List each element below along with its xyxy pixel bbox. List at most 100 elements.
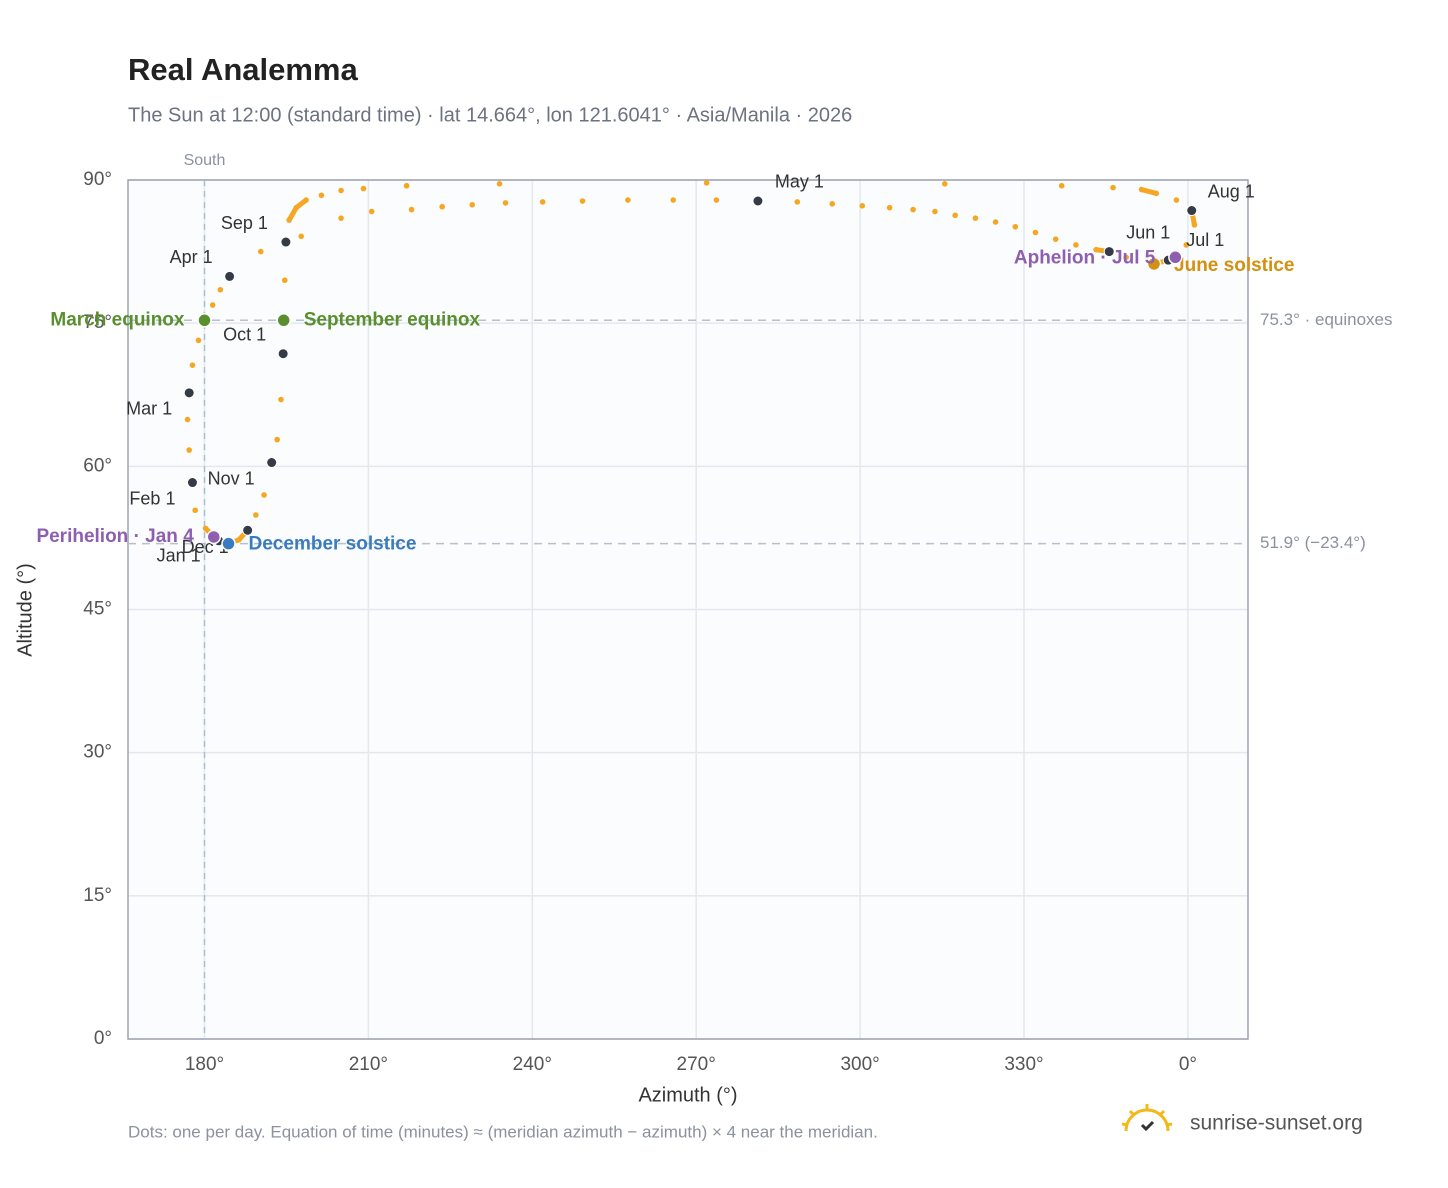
day-dot <box>1153 190 1160 197</box>
event-marker <box>197 313 212 328</box>
x-tick-label: 270° <box>677 1054 716 1075</box>
day-dot <box>261 492 267 498</box>
day-dot <box>1012 223 1019 230</box>
day-dot <box>184 416 191 423</box>
day-dot <box>941 181 948 187</box>
day-dot <box>209 302 216 308</box>
brand-logo <box>1121 1104 1173 1132</box>
day-dot <box>403 182 410 189</box>
event-label: Perihelion · Jan 4 <box>36 526 194 547</box>
plot-frame <box>127 179 1249 1040</box>
day-dot <box>298 233 304 240</box>
y-tick-label: 15° <box>83 885 112 906</box>
month-marker <box>266 457 278 469</box>
event-marker <box>1146 256 1162 272</box>
month-marker <box>277 348 289 360</box>
brand: sunrise-sunset.org <box>1190 1112 1363 1135</box>
day-dot <box>439 203 445 210</box>
y-axis-title: Altitude (°) <box>14 563 36 657</box>
day-dot <box>318 192 325 199</box>
event-label: March equinox <box>50 309 185 330</box>
day-dot <box>952 212 958 219</box>
event-label: December solstice <box>249 534 417 555</box>
event-marker <box>276 313 291 328</box>
month-label: May 1 <box>775 172 824 192</box>
month-label: Mar 1 <box>126 399 172 419</box>
day-dot <box>189 362 196 368</box>
day-dot <box>1138 186 1145 193</box>
y-tick-label: 75° <box>83 312 112 333</box>
y-tick-label: 60° <box>83 455 112 476</box>
reference-label: 51.9° (−23.4°) <box>1260 533 1366 552</box>
day-dot <box>992 219 999 225</box>
x-tick-label: 210° <box>349 1054 388 1075</box>
x-axis-title: Azimuth (°) <box>638 1084 737 1106</box>
y-tick-label: 0° <box>94 1028 112 1049</box>
month-marker <box>242 524 254 536</box>
meridian-label: South <box>184 152 226 169</box>
month-marker <box>183 387 195 399</box>
day-dot <box>496 181 503 187</box>
day-dot <box>257 248 264 255</box>
day-dot <box>625 197 631 203</box>
day-dot <box>1073 242 1079 248</box>
month-label: Aug 1 <box>1208 181 1255 201</box>
day-dot <box>829 201 836 207</box>
day-dot <box>368 208 375 215</box>
day-dot <box>217 286 224 293</box>
day-dot <box>195 337 202 344</box>
day-dot <box>1173 197 1180 203</box>
day-dot <box>579 198 586 204</box>
day-dot <box>360 185 367 192</box>
day-dot <box>236 537 242 543</box>
day-dot <box>859 202 866 209</box>
day-dot <box>1110 184 1116 191</box>
day-dot <box>186 447 192 453</box>
month-marker <box>186 477 198 489</box>
day-dot <box>303 197 309 203</box>
month-marker <box>224 270 236 282</box>
y-tick-label: 45° <box>83 599 112 620</box>
day-dot <box>703 180 710 186</box>
day-dot <box>253 512 259 518</box>
day-dot <box>192 507 198 514</box>
month-label: Jun 1 <box>1126 222 1170 242</box>
day-dot <box>713 197 720 203</box>
day-dot <box>338 187 344 194</box>
event-label: Aphelion · Jul 5 <box>1014 247 1156 268</box>
day-dot <box>1191 222 1198 228</box>
y-tick-label: 30° <box>83 742 112 763</box>
x-tick-label: 330° <box>1004 1054 1043 1075</box>
chart-subtitle: The Sun at 12:00 (standard time) · lat 1… <box>128 104 852 126</box>
day-dot <box>202 525 209 532</box>
event-label: June solstice <box>1174 255 1294 276</box>
month-label: Sep 1 <box>221 213 268 233</box>
month-label: Oct 1 <box>223 324 266 344</box>
y-tick-label: 90° <box>83 169 112 190</box>
day-dot <box>1032 229 1039 236</box>
month-label: Jan 1 <box>157 546 201 566</box>
event-label: September equinox <box>304 309 481 330</box>
day-dot <box>408 206 415 213</box>
day-dot <box>278 396 284 403</box>
month-label: Apr 1 <box>170 247 213 267</box>
day-dot <box>274 436 280 443</box>
month-label: Nov 1 <box>208 468 255 488</box>
month-marker <box>1103 246 1115 258</box>
day-dot <box>794 199 801 205</box>
day-dot <box>1183 242 1190 248</box>
month-marker <box>1186 205 1198 217</box>
event-marker <box>221 536 236 551</box>
footnote: Dots: one per day. Equation of time (min… <box>128 1122 878 1141</box>
month-label: Feb 1 <box>129 488 175 508</box>
day-dot <box>670 197 677 203</box>
day-dot <box>469 202 475 208</box>
day-dot <box>932 208 938 215</box>
day-dot <box>502 200 509 206</box>
day-dot <box>1052 236 1059 242</box>
x-tick-label: 300° <box>840 1054 879 1075</box>
day-dot <box>972 215 979 221</box>
chart-title: Real Analemma <box>128 52 358 87</box>
x-tick-label: 240° <box>513 1054 552 1075</box>
